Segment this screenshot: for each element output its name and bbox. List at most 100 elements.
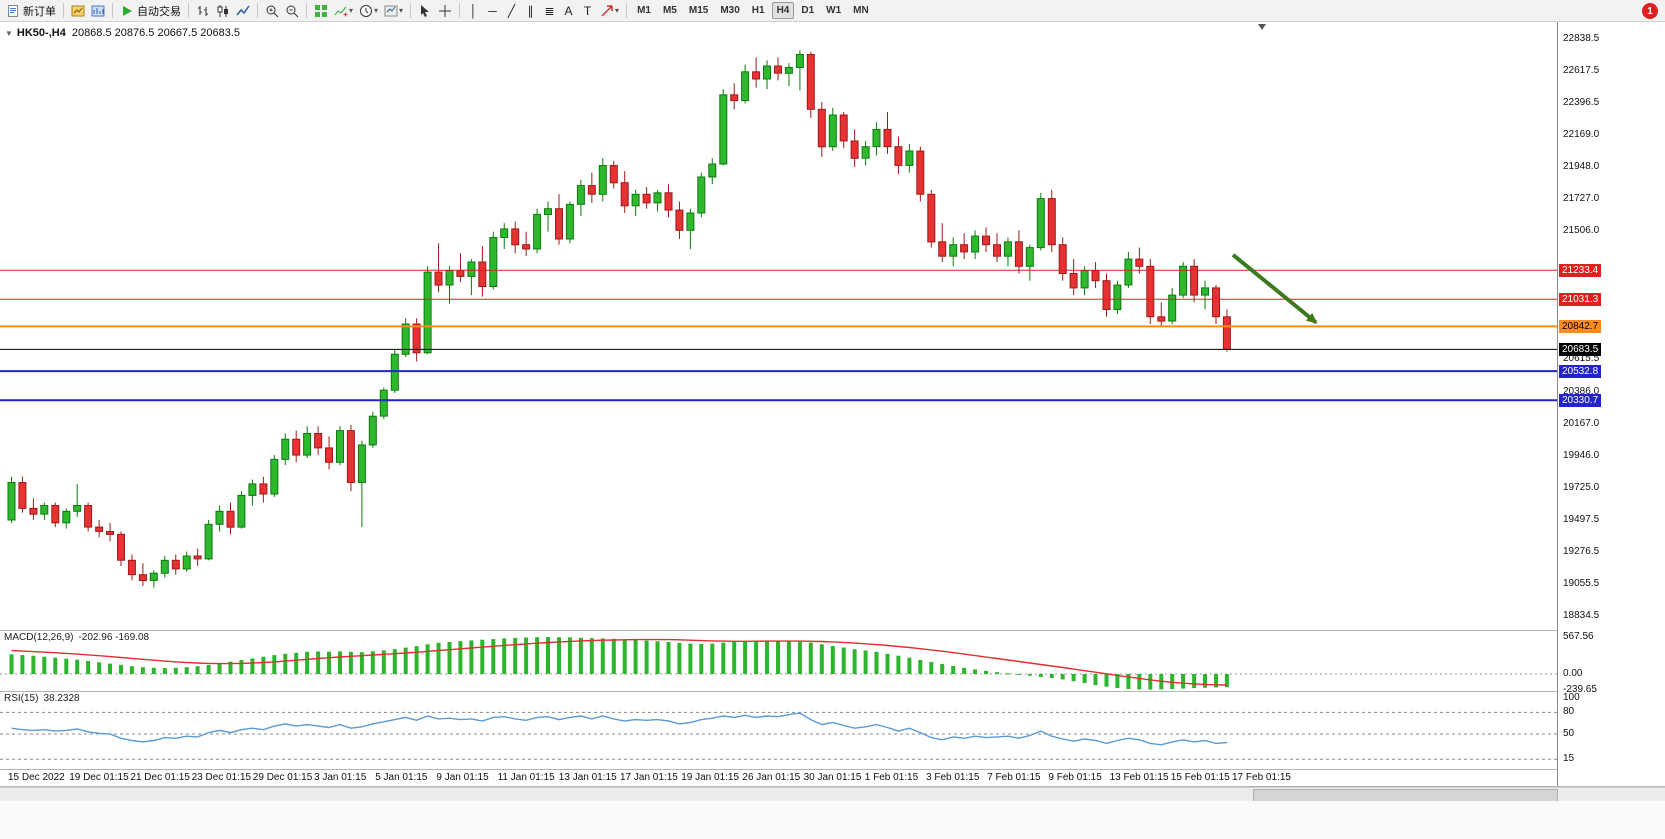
candle-up (631, 193, 640, 207)
price-axis-label: 19497.5 (1563, 514, 1600, 526)
candle-up (697, 176, 706, 214)
timeframe-m15[interactable]: M15 (688, 5, 709, 16)
candle-down (730, 94, 739, 102)
candle-down (993, 244, 1001, 257)
candle-down (817, 108, 826, 148)
timeframe-d1[interactable]: D1 (801, 5, 815, 16)
rsi-axis-label: 50 (1563, 728, 1575, 739)
candle-down (675, 209, 684, 231)
charts-window-icon[interactable] (69, 2, 87, 20)
toolbar-separator (459, 3, 461, 18)
candle-up (467, 261, 476, 277)
indicators-icon[interactable]: ▾ (332, 2, 355, 20)
candle-up (686, 212, 695, 231)
panel-divider[interactable] (0, 691, 1665, 692)
candle-up (445, 270, 454, 286)
rsi-value: 38.2328 (43, 693, 80, 704)
candle-down (325, 447, 333, 463)
objects-collapse-icon[interactable]: ▼ (5, 29, 13, 38)
time-axis-label: 3 Feb 01:15 (926, 772, 980, 783)
horizontal-scrollbar[interactable] (0, 787, 1665, 802)
cursor-icon[interactable] (416, 2, 434, 20)
candle-up (1025, 247, 1034, 267)
chart-window[interactable]: ▼ HK50-,H4 20868.5 20876.5 20667.5 20683.5 (0, 22, 1557, 630)
macd-name: MACD(12,26,9) (4, 632, 74, 643)
timeframe-m30[interactable]: M30 (720, 5, 740, 16)
shapes-icon (600, 4, 614, 18)
templates-icon[interactable]: ▾ (382, 2, 405, 20)
crosshair-icon[interactable] (436, 2, 454, 20)
candle-down (127, 559, 136, 576)
candle-down (960, 244, 969, 253)
price-axis[interactable]: 22838.5 22617.5 22396.5 22169.0 21948.0 21727… (1557, 22, 1665, 786)
timeframe-w1[interactable]: W1 (826, 5, 842, 16)
candle-down (982, 235, 990, 246)
zoom-out-icon[interactable] (283, 2, 301, 20)
templates-icon (384, 4, 398, 18)
candle-up (1201, 287, 1209, 296)
line-chart-icon[interactable] (234, 2, 252, 20)
trendline-icon[interactable]: ╱ (503, 2, 520, 20)
candle-down (938, 241, 947, 257)
candle-up (237, 494, 246, 528)
bar-chart-icon[interactable] (194, 2, 212, 20)
price-axis-label: 22169.0 (1563, 129, 1600, 141)
fibonacci-icon[interactable]: ≣ (541, 2, 558, 20)
candle-down (620, 182, 629, 207)
macd-panel-canvas[interactable] (0, 631, 1557, 691)
price-axis-label: 18834.5 (1563, 609, 1600, 621)
candle-down (1222, 316, 1231, 350)
notification-badge[interactable]: 1 (1642, 3, 1658, 19)
rsi-panel-canvas[interactable] (0, 692, 1557, 769)
candle-up (303, 433, 312, 456)
zoom-in-icon[interactable] (263, 2, 281, 20)
candle-up (949, 244, 958, 257)
label-icon[interactable]: T (579, 2, 596, 20)
pivot-line-orange-label: 20842.7 (1559, 320, 1602, 334)
panel-divider[interactable] (0, 630, 1665, 631)
toolbar-separator (112, 3, 113, 18)
timeframe-m1[interactable]: M1 (637, 5, 651, 16)
tile-windows-icon[interactable] (312, 2, 330, 20)
new-order-button[interactable]: 新订单 (4, 2, 58, 20)
profiles-icon[interactable] (89, 2, 107, 20)
time-axis-label: 30 Jan 01:15 (803, 772, 862, 783)
time-axis[interactable]: 15 Dec 2022 19 Dec 01:15 21 Dec 01:15 23 De… (0, 770, 1557, 786)
candlestick-chart-icon[interactable] (214, 2, 232, 20)
rsi-panel[interactable]: RSI(15) 38.2328 (0, 692, 1557, 769)
toolbar: 新订单 自动交易 ▾ ▾ ▾ │ ─ ╱ ∥ ≣ A T ▾ M1 M5 M15 M30 H1 H4 D1 W1 MN 1 (0, 0, 1665, 22)
horizontal-line-icon[interactable]: ─ (484, 2, 501, 20)
macd-panel[interactable]: MACD(12,26,9) -202.96 -169.08 (0, 631, 1557, 691)
channel-icon: ∥ (527, 3, 534, 18)
candle-up (379, 389, 388, 417)
timeframe-mn[interactable]: MN (853, 5, 869, 16)
channel-icon[interactable]: ∥ (522, 2, 539, 20)
time-axis-label: 1 Feb 01:15 (864, 772, 919, 783)
time-axis-label: 19 Dec 01:15 (69, 772, 129, 783)
toolbar-separator (626, 3, 628, 18)
candle-down (29, 507, 38, 515)
down-arrow-annotation[interactable] (1231, 253, 1318, 325)
candle-up (719, 94, 728, 165)
panel-divider[interactable] (0, 769, 1665, 770)
vertical-line-icon[interactable]: │ (465, 2, 482, 20)
candle-down (478, 261, 487, 287)
candle-up (357, 444, 366, 483)
price-chart[interactable] (0, 22, 1557, 630)
candle-down (1102, 280, 1111, 311)
timeframe-h4[interactable]: H4 (771, 2, 795, 19)
timeframe-m5[interactable]: M5 (662, 5, 677, 16)
candle-down (292, 438, 301, 456)
candle-up (544, 208, 552, 215)
text-icon[interactable]: A (560, 2, 577, 20)
chart-shift-marker[interactable] (1258, 24, 1266, 30)
shapes-icon[interactable]: ▾ (598, 2, 621, 20)
candle-up (861, 146, 870, 159)
bottom-area (0, 801, 1665, 839)
timeframe-h1[interactable]: H1 (751, 5, 765, 16)
macd-axis-label: -239.65 (1563, 683, 1597, 695)
periods-icon[interactable]: ▾ (357, 2, 380, 20)
candle-up (905, 150, 914, 166)
autotrading-button[interactable]: 自动交易 (118, 2, 183, 20)
tile-windows-icon (314, 4, 328, 18)
